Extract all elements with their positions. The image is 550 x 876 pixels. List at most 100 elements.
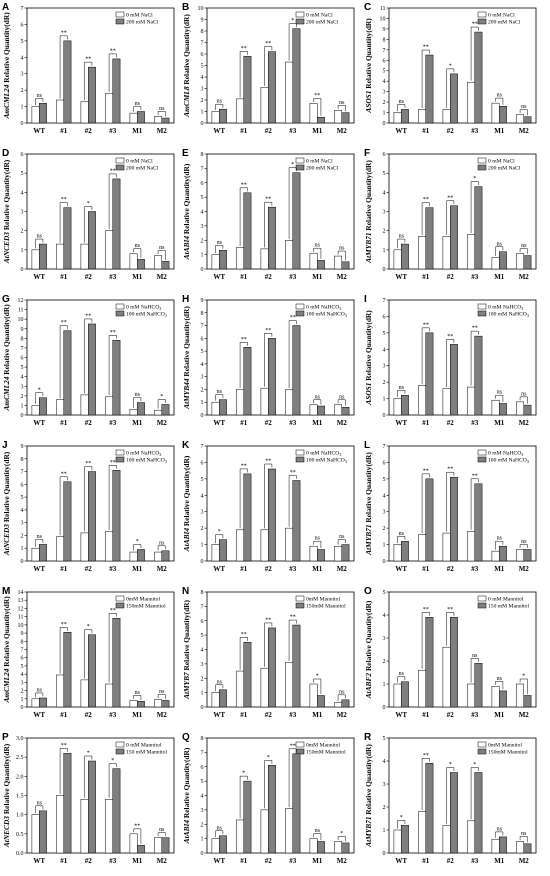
y-tick-label: 4 [201,794,204,800]
significance-label: ns [315,536,321,542]
x-tick-label: M1 [494,127,505,135]
x-tick-label: #2 [447,711,455,719]
bar-control [105,531,114,562]
significance-label: ns [37,234,43,240]
y-tick-label: 14 [18,590,24,596]
bar-treatment [317,260,325,270]
significance-label: ** [423,322,429,328]
significance-bracket [264,622,273,667]
x-tick-label: #1 [422,857,430,865]
x-tick-label: #3 [289,565,297,573]
y-tick-label: 2 [21,689,24,695]
significance-label: ns [315,394,321,400]
legend-swatch [477,303,487,310]
bar-treatment [341,112,350,124]
y-tick-label: 2 [383,229,386,235]
bar-control [442,236,451,270]
y-tick-label: 8 [21,457,24,463]
x-tick-label: #2 [447,419,455,427]
x-tick-label: M1 [132,273,143,281]
bar-treatment [268,338,276,416]
y-tick-label: 6 [201,765,204,771]
bar-control [467,386,476,416]
y-tick-label: 9 [21,444,24,450]
bar-control [393,112,402,124]
x-tick-label: #1 [60,565,68,573]
y-tick-label: 5 [201,779,204,785]
bar-control [129,253,138,270]
y-tick-label: 9 [201,18,204,24]
y-tick-label: 6 [201,619,204,625]
significance-label: ** [265,617,271,623]
bar-control [334,255,342,270]
bar-treatment [292,480,301,562]
bar-control [236,529,245,562]
significance-label: ns [217,679,223,685]
bar-treatment [112,178,121,270]
significance-bracket [397,104,406,112]
x-tick-label: M1 [494,419,505,427]
significance-label: ** [447,607,453,613]
significance-bracket [35,692,44,698]
significance-bracket [470,330,479,386]
y-tick-label: 4 [383,79,386,85]
significance-bracket [519,836,528,843]
significance-label: ** [423,45,429,51]
significance-bracket [470,26,479,81]
bar-treatment [137,111,145,124]
x-tick-label: #3 [289,711,297,719]
bar-treatment [292,753,301,854]
y-tick-label: 4 [201,648,204,654]
x-tick-label: #3 [471,127,479,135]
x-tick-label: #3 [109,711,117,719]
significance-bracket [215,245,224,254]
bar-treatment [219,539,227,562]
panel-label: N [182,586,189,597]
bar-control [105,230,114,270]
legend-swatch [115,595,125,602]
significance-label: ns [497,826,503,832]
bar-treatment [88,66,96,124]
y-tick-label: 4 [21,190,24,196]
legend-label: 0 mM NaHCO3 [306,451,341,457]
x-tick-label: #1 [60,419,68,427]
significance-label: ns [315,828,321,834]
bar-control [309,404,318,416]
legend-swatch [295,456,305,463]
bar-treatment [292,325,301,416]
x-tick-label: #2 [85,565,93,573]
bar-control [80,101,89,124]
bar-treatment [523,843,532,854]
y-axis-label: AtABI4 Relative Quantity(dR) [182,747,191,844]
legend-label: 0 mM NaHCO3 [488,451,523,457]
y-tick-label: 1 [201,837,204,843]
significance-label: ** [61,30,67,36]
y-tick-label: 6 [201,52,204,58]
bar-control [516,114,524,124]
x-tick-label: #3 [471,565,479,573]
x-tick-label: WT [395,419,407,427]
significance-label: ns [135,243,141,249]
bar-treatment [292,624,301,708]
legend-label: 0mM Mannitol [488,743,522,749]
significance-bracket [239,51,248,98]
bar-control [418,236,427,270]
significance-label: ns [217,99,223,105]
significance-bracket [133,695,142,700]
x-tick-label: WT [33,711,45,719]
bar-treatment [161,404,170,416]
bar-treatment [112,58,121,124]
y-tick-label: 9 [21,327,24,333]
significance-label: ** [61,622,67,628]
y-tick-label: 6 [201,181,204,187]
x-tick-label: WT [213,273,225,281]
bar-control [105,683,114,708]
significance-bracket [288,475,297,527]
y-tick-label: 0 [21,121,24,127]
legend-swatch [295,310,305,317]
significance-label: ** [241,182,247,188]
y-axis-label: AtABI4 Relative Quantity(dR) [182,163,191,260]
y-tick-label: 6 [21,356,24,362]
x-tick-label: M2 [157,711,168,719]
